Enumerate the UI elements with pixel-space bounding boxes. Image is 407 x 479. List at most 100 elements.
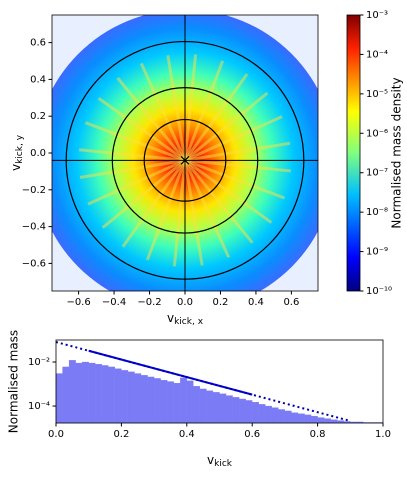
- density-ray: [184, 141, 291, 162]
- density-ray: [183, 60, 225, 161]
- density-ray: [97, 97, 186, 162]
- bar: [88, 362, 96, 424]
- colorbar-tick-label: 10⁻⁵: [366, 89, 388, 100]
- bar: [134, 373, 142, 424]
- x-tick-label: 0.2: [213, 297, 229, 308]
- y-tick-label: 0.4: [30, 74, 46, 85]
- center-marker: [180, 155, 190, 165]
- y-tick-label: 0.0: [30, 148, 46, 159]
- density-ray: [121, 159, 187, 248]
- density-ray: [101, 159, 186, 229]
- axis-label-main: v: [167, 311, 174, 325]
- colorbar-tick-label: 10⁻⁹: [366, 247, 388, 258]
- density-ray: [183, 159, 254, 244]
- x-tick-label: 0.2: [113, 429, 129, 440]
- x-tick-label: 1.0: [375, 429, 391, 440]
- density-ray: [78, 148, 186, 162]
- fit-line: [88, 349, 253, 396]
- plot-frame: [55, 339, 384, 424]
- colorbar-tick-label: 10⁻⁴: [366, 49, 388, 60]
- bar: [140, 375, 148, 424]
- bar: [252, 402, 259, 424]
- bar: [258, 404, 266, 424]
- bar: [284, 410, 292, 424]
- bar: [101, 365, 109, 424]
- density-ray: [139, 62, 187, 161]
- density-ray: [184, 115, 283, 162]
- density-ray: [184, 158, 292, 173]
- fit-line: [55, 341, 351, 422]
- bar: [68, 360, 76, 424]
- bar: [167, 381, 174, 424]
- density-ray: [184, 159, 273, 224]
- density-ray: [84, 121, 186, 162]
- bar: [304, 414, 312, 424]
- bars: [55, 360, 384, 424]
- colorbar: [346, 14, 361, 292]
- density-ray: [145, 159, 187, 261]
- axis-label-main: v: [207, 453, 214, 467]
- density-ray: [184, 158, 286, 200]
- bar: [95, 364, 102, 424]
- bar: [219, 393, 227, 424]
- colorbar-tick-label: 10⁻⁸: [366, 207, 388, 218]
- y-tick-label: 0.2: [30, 111, 46, 122]
- density-ray: [116, 77, 187, 162]
- density-ray: [183, 73, 249, 162]
- bar: [193, 386, 201, 424]
- density-ray: [79, 158, 186, 179]
- axis-label-sub: kick, x: [174, 317, 204, 327]
- bar: [265, 405, 272, 424]
- bar: [173, 382, 181, 424]
- bar: [317, 417, 325, 424]
- x-tick-label: −0.2: [137, 297, 161, 308]
- y-tick-label: −0.6: [22, 258, 46, 269]
- bar: [310, 415, 318, 424]
- colorbar-tick-label: 10⁻⁶: [366, 128, 388, 139]
- bar: [232, 397, 240, 424]
- x-tick-label: 0.6: [244, 429, 260, 440]
- colorbar-tick-label: 10⁻⁷: [366, 168, 388, 179]
- x-tick-label: 0.4: [179, 429, 195, 440]
- bar: [180, 377, 187, 424]
- density-ray: [184, 91, 269, 162]
- bar: [121, 370, 129, 424]
- bar: [212, 392, 220, 424]
- bar: [278, 409, 286, 424]
- x-tick-label: −0.6: [66, 297, 90, 308]
- x-tick-label: −0.4: [102, 297, 126, 308]
- bar: [55, 373, 63, 424]
- bar: [114, 368, 122, 424]
- y-tick-label: −0.2: [22, 185, 46, 196]
- bar: [271, 407, 279, 424]
- density-ray: [183, 160, 204, 266]
- bar: [153, 378, 161, 424]
- bar: [297, 413, 305, 424]
- colorbar-label: Normalised mass density: [390, 77, 404, 228]
- bar: [75, 362, 83, 424]
- axis-label: vkick: [207, 453, 233, 469]
- axis-label-sub: kick, y: [15, 134, 25, 164]
- bar: [323, 418, 331, 424]
- bar: [147, 376, 155, 424]
- y-tick-label: −0.4: [22, 222, 46, 233]
- bar: [206, 390, 214, 424]
- density-ray: [183, 159, 231, 258]
- bar: [160, 380, 168, 424]
- bar: [199, 388, 207, 424]
- y-tick-label: 0.6: [30, 38, 46, 49]
- y-tick-label: 10⁻²: [28, 357, 50, 368]
- x-tick-label: 0.6: [283, 297, 299, 308]
- axis-label-sub: kick: [214, 459, 233, 469]
- axis-label: vkick, x: [167, 311, 204, 327]
- axis-label: vkick, y: [9, 134, 25, 171]
- bar: [330, 419, 338, 424]
- y-tick-label: 10⁻⁴: [28, 401, 50, 412]
- density-ray: [172, 160, 187, 267]
- x-tick-label: 0.4: [248, 297, 264, 308]
- density-ray: [87, 158, 186, 206]
- bar: [291, 412, 299, 424]
- colorbar-tick-label: 10⁻³: [366, 10, 388, 21]
- bar: [62, 366, 70, 424]
- bar: [186, 380, 194, 424]
